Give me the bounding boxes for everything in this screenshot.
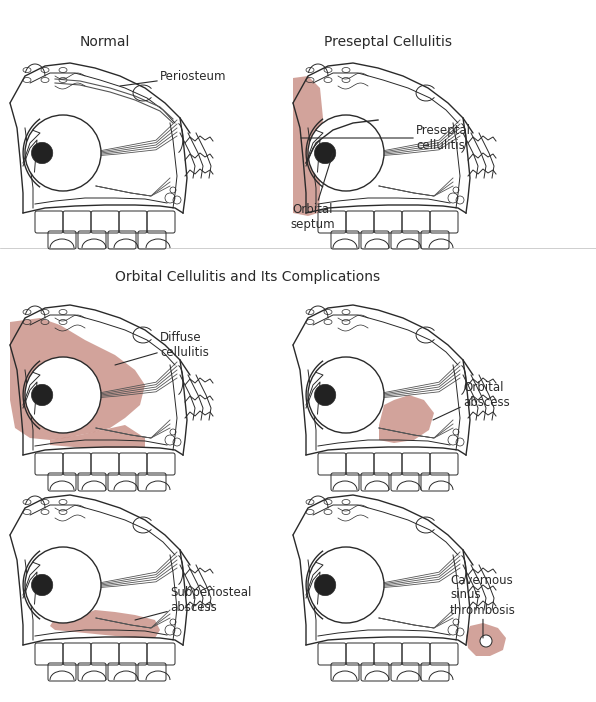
Circle shape [315,574,336,595]
Circle shape [315,143,336,164]
Circle shape [25,357,101,433]
Polygon shape [50,610,160,638]
Circle shape [32,143,52,164]
Circle shape [25,115,101,191]
Circle shape [308,115,384,191]
Text: Orbital
abscess: Orbital abscess [433,381,510,420]
Polygon shape [379,395,434,443]
Circle shape [32,385,52,406]
Text: Cavernous
sinus
thrombosis: Cavernous sinus thrombosis [450,574,516,638]
Circle shape [315,385,336,406]
Polygon shape [10,318,145,440]
Circle shape [32,574,52,595]
Polygon shape [50,425,145,448]
Text: Normal: Normal [80,35,130,49]
Text: Diffuse
cellulitis: Diffuse cellulitis [115,331,209,365]
Text: Preseptal
cellulitis: Preseptal cellulitis [301,124,471,152]
Text: Preseptal Cellulitis: Preseptal Cellulitis [324,35,452,49]
Text: Orbital Cellulitis and Its Complications: Orbital Cellulitis and Its Complications [116,270,381,284]
Polygon shape [293,76,323,216]
Polygon shape [466,623,506,656]
Text: Periosteum: Periosteum [120,69,226,86]
Circle shape [480,635,492,647]
Circle shape [25,547,101,623]
Circle shape [308,547,384,623]
Text: Orbital
septum: Orbital septum [291,153,336,231]
Circle shape [308,357,384,433]
Text: Subperiosteal
abscess: Subperiosteal abscess [135,586,252,620]
